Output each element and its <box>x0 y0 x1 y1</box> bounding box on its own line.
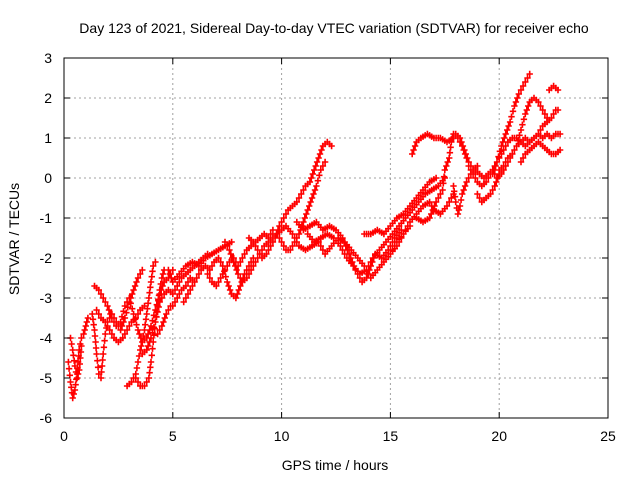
chart-title: Day 123 of 2021, Sidereal Day-to-day VTE… <box>79 20 589 36</box>
x-tick-label: 25 <box>600 428 616 444</box>
y-tick-label: -4 <box>40 330 53 346</box>
y-tick-label: -6 <box>40 410 53 426</box>
y-axis-label: SDTVAR / TECUs <box>6 183 22 295</box>
x-tick-label: 5 <box>169 428 177 444</box>
plot-frame <box>63 57 609 419</box>
y-tick-label: -1 <box>40 210 53 226</box>
y-tick-label: -2 <box>40 250 53 266</box>
y-tick-label: 0 <box>44 170 52 186</box>
y-tick-label: -3 <box>40 290 53 306</box>
y-tick-label: 3 <box>44 50 52 66</box>
x-tick-label: 0 <box>60 428 68 444</box>
series-points <box>65 70 564 402</box>
data-points <box>65 70 564 402</box>
x-tick-label: 10 <box>274 428 290 444</box>
y-tick-label: 1 <box>44 130 52 146</box>
x-tick-label: 20 <box>491 428 507 444</box>
x-axis-ticks: 0 5 10 15 20 25 <box>60 58 616 444</box>
x-axis-label: GPS time / hours <box>282 457 389 473</box>
x-tick-label: 15 <box>383 428 399 444</box>
y-axis-ticks: -6 -5 -4 -3 -2 -1 0 1 2 3 <box>40 50 608 426</box>
y-tick-label: -5 <box>40 370 53 386</box>
y-tick-label: 2 <box>44 90 52 106</box>
